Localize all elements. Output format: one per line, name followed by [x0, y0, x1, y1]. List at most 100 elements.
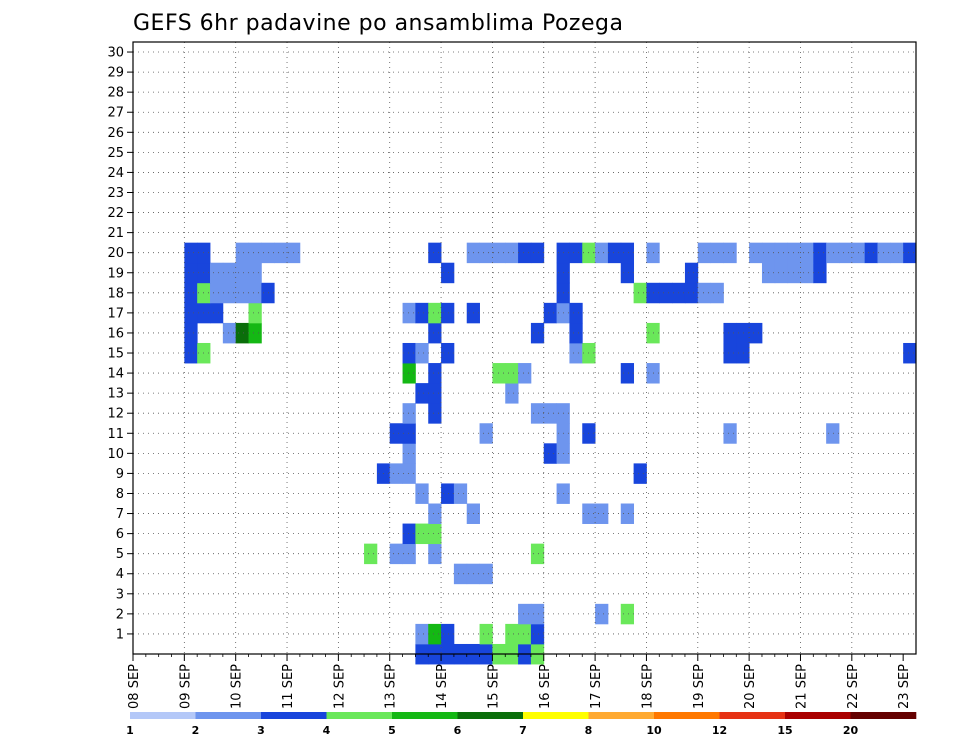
- heatmap-cell: [710, 282, 724, 304]
- y-tick-label: 8: [116, 487, 124, 502]
- heatmap-cell: [261, 282, 275, 304]
- heatmap-cell: [441, 623, 455, 645]
- heatmap-cell: [530, 322, 545, 344]
- heatmap-cell: [184, 282, 198, 304]
- y-tick-label: 15: [107, 347, 124, 362]
- heatmap-cell: [479, 563, 493, 585]
- legend-swatch: [523, 712, 589, 719]
- legend-label: 1: [126, 724, 134, 737]
- heatmap-cell: [453, 483, 468, 504]
- y-tick-label: 16: [107, 326, 124, 341]
- heatmap-cell: [620, 262, 635, 284]
- heatmap-cell: [222, 282, 237, 304]
- heatmap-cell: [838, 242, 853, 264]
- heatmap-cell: [479, 242, 493, 264]
- heatmap-cell: [569, 342, 583, 364]
- heatmap-cell: [389, 423, 403, 444]
- heatmap-cell: [441, 483, 455, 504]
- heatmap-cell: [210, 282, 224, 304]
- legend-swatch: [850, 712, 917, 719]
- legend-swatch: [654, 712, 720, 719]
- heatmap-cell: [402, 403, 416, 424]
- legend-label: 15: [777, 724, 792, 737]
- heatmap-cell: [684, 262, 699, 284]
- x-tick-label: 16 SEP: [538, 664, 553, 709]
- legend-swatch: [588, 712, 655, 719]
- heatmap-cell: [543, 443, 557, 464]
- heatmap-cell: [415, 523, 429, 545]
- heatmap-cell: [877, 242, 891, 264]
- heatmap-cell: [428, 383, 442, 404]
- heatmap-cell: [595, 603, 609, 625]
- heatmap-cell: [402, 363, 416, 384]
- heatmap-cell: [595, 242, 609, 264]
- y-tick-label: 27: [107, 106, 124, 121]
- heatmap-cell: [749, 242, 763, 264]
- heatmap-cell: [890, 242, 904, 264]
- heatmap-cell: [505, 242, 519, 264]
- heatmap-cell: [903, 342, 917, 364]
- heatmap-cell: [235, 322, 249, 344]
- heatmap-cell: [826, 423, 840, 444]
- heatmap-cell: [787, 262, 801, 284]
- legend-swatch: [785, 712, 851, 719]
- legend-swatch: [457, 712, 524, 719]
- heatmap-cell: [530, 403, 545, 424]
- y-tick-label: 21: [107, 226, 124, 241]
- heatmap-cell: [402, 423, 416, 444]
- y-tick-label: 29: [107, 66, 124, 81]
- y-tick-label: 6: [116, 527, 124, 542]
- heatmap-cell: [505, 383, 519, 404]
- heatmap-cell: [248, 242, 262, 264]
- heatmap-cell: [518, 363, 532, 384]
- color-legend: 1 2 3 4 5 6 7 8 10 12 15 20: [126, 712, 917, 737]
- heatmap-cell: [428, 322, 442, 344]
- heatmap-cell: [441, 342, 455, 364]
- y-tick-label: 4: [116, 567, 124, 582]
- x-axis: 08 SEP 09 SEP 10 SEP 11 SEP 12 SEP 13 SEP 14 S…: [127, 654, 912, 709]
- heatmap-cell: [620, 603, 635, 625]
- heatmap-cell: [633, 282, 647, 304]
- heatmap-cell: [428, 403, 442, 424]
- heatmap-cell: [415, 623, 429, 645]
- heatmap-cell: [428, 302, 442, 324]
- heatmap-cell: [633, 463, 647, 484]
- heatmap-cell: [248, 262, 262, 284]
- y-tick-label: 25: [107, 146, 124, 161]
- heatmap-cell: [248, 322, 262, 344]
- heatmap-cell: [826, 242, 840, 264]
- x-tick-label: 20 SEP: [743, 664, 758, 709]
- heatmap-cell: [415, 342, 429, 364]
- x-tick-label: 17 SEP: [589, 664, 604, 709]
- heatmap-cell: [428, 242, 442, 264]
- heatmap-cell: [723, 322, 737, 344]
- x-tick-label: 18 SEP: [640, 664, 655, 709]
- x-tick-label: 22 SEP: [846, 664, 861, 709]
- x-tick-label: 21 SEP: [794, 664, 809, 709]
- legend-swatch: [130, 712, 196, 719]
- x-tick-label: 12 SEP: [332, 664, 347, 709]
- heatmap-cell: [479, 623, 493, 645]
- x-tick-label: 11 SEP: [281, 664, 296, 709]
- legend-swatch: [195, 712, 262, 719]
- y-tick-label: 22: [107, 206, 124, 221]
- heatmap-cell: [595, 503, 609, 524]
- y-axis: 1234567891011121314151617181920212223242…: [107, 46, 133, 642]
- heatmap-cell: [248, 302, 262, 324]
- heatmap-cell: [620, 242, 635, 264]
- x-tick-label: 23 SEP: [897, 664, 912, 709]
- heatmap-cell: [787, 242, 801, 264]
- grid-lines: [133, 42, 916, 654]
- legend-label: 6: [454, 724, 462, 737]
- heatmap-cell: [518, 242, 532, 264]
- y-tick-label: 7: [116, 507, 124, 522]
- heatmap-cell: [774, 262, 789, 284]
- x-tick-label: 13 SEP: [384, 664, 399, 709]
- heatmap-cell: [543, 302, 557, 324]
- heatmap-cell: [184, 242, 198, 264]
- y-tick-label: 24: [107, 166, 124, 181]
- heatmap-cell: [364, 543, 378, 565]
- legend-label: 2: [192, 724, 200, 737]
- heatmap-cell: [222, 262, 237, 284]
